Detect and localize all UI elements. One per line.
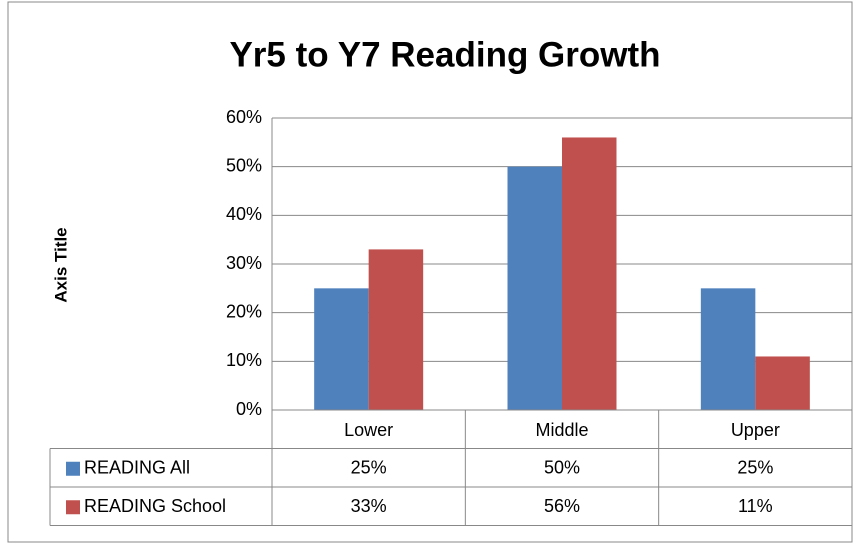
bar [755, 356, 810, 410]
x-tick-label: Upper [731, 420, 780, 440]
y-tick-label: 10% [226, 350, 262, 370]
y-tick-label: 40% [226, 204, 262, 224]
y-axis-title: Axis Title [51, 227, 70, 302]
data-label: 56% [544, 496, 580, 516]
y-tick-label: 0% [236, 399, 262, 419]
data-label: 25% [737, 458, 773, 478]
legend-key [66, 500, 80, 515]
chart-frame [7, 1, 853, 543]
y-tick-label: 30% [226, 253, 262, 273]
bar [700, 288, 756, 410]
bar [314, 288, 369, 410]
bar [368, 249, 424, 410]
chart-title: Yr5 to Y7 Reading Growth [229, 35, 660, 74]
bar [507, 166, 562, 410]
x-tick-label: Middle [535, 420, 588, 440]
y-tick-label: 50% [226, 155, 262, 175]
bar [562, 137, 617, 410]
data-label: 50% [544, 458, 580, 478]
y-tick-label: 60% [226, 107, 262, 127]
data-label: 33% [351, 496, 387, 516]
legend-label: READING School [84, 496, 226, 516]
x-tick-label: Lower [344, 420, 393, 440]
y-tick-label: 20% [226, 301, 262, 321]
data-label: 11% [738, 496, 773, 516]
legend-key [66, 461, 80, 476]
legend-label: READING All [84, 458, 190, 478]
data-label: 25% [351, 458, 387, 478]
